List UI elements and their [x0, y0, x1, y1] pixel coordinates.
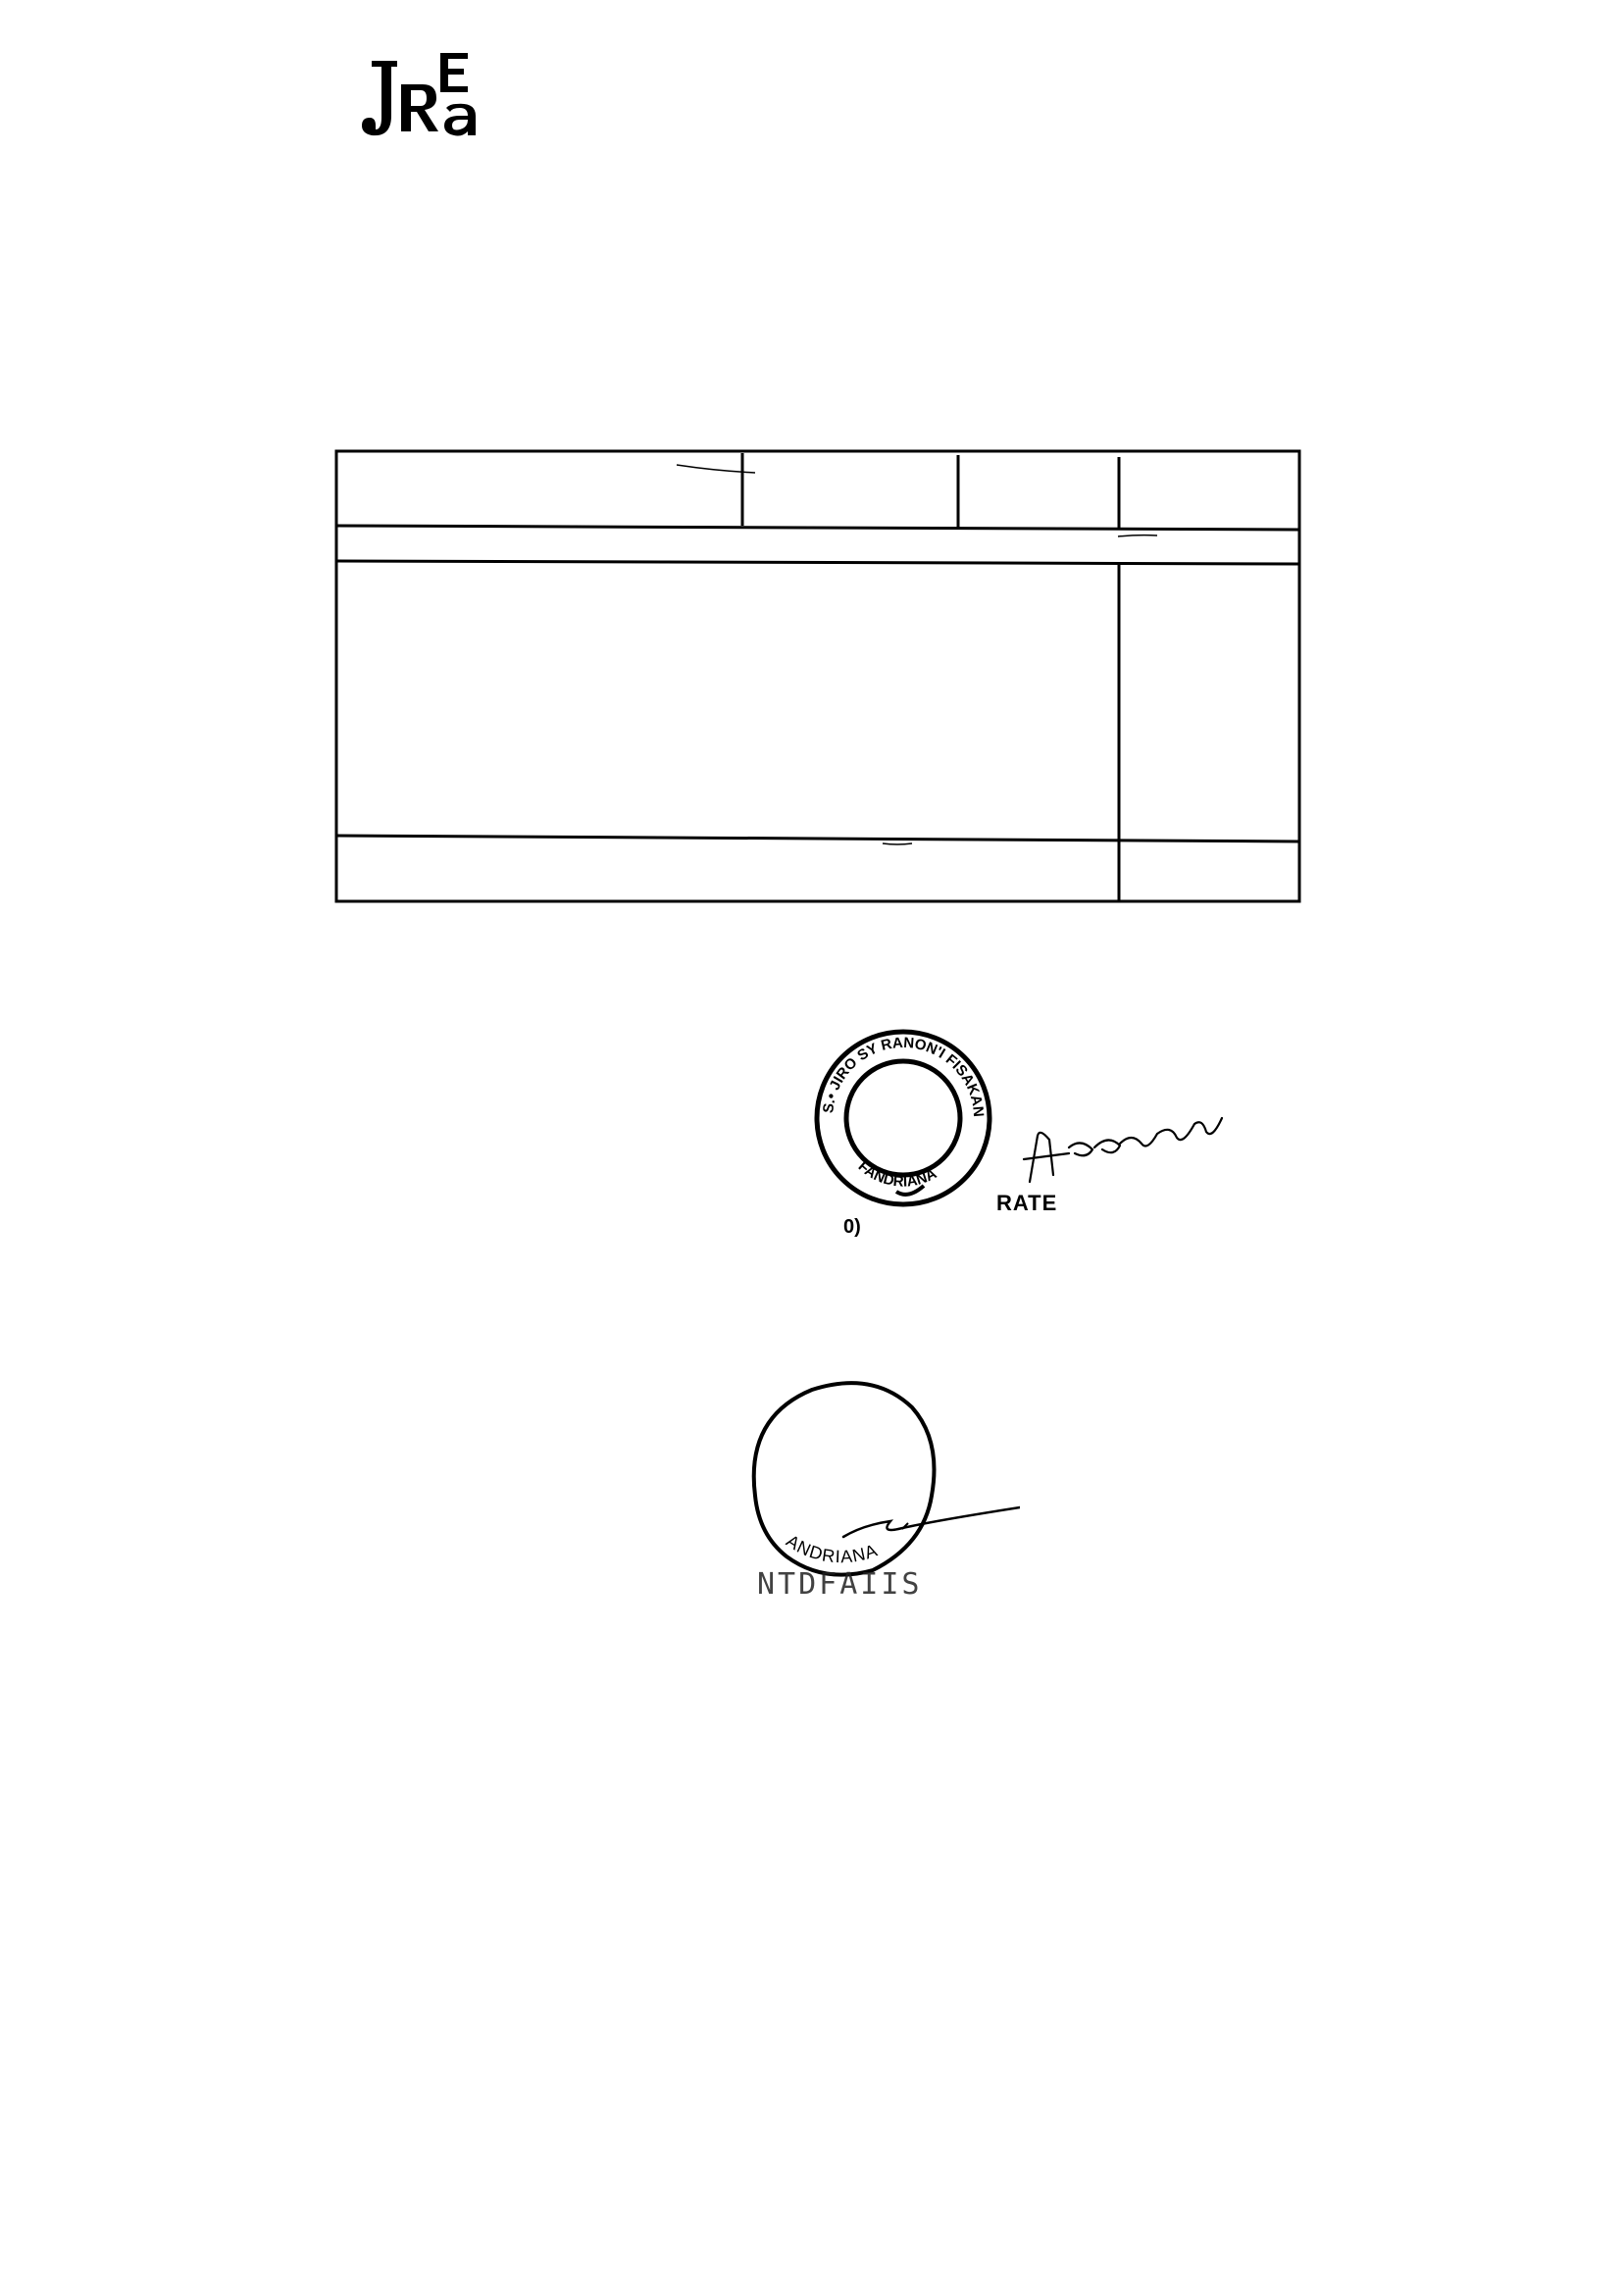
stamp1-ring-bottom: FANDRIANA [855, 1158, 939, 1191]
office-stamp-fandriana: S.• JIRO SY RANON'I FISAKANA FANDRIANA [810, 1025, 992, 1207]
stamp2-label: NTDFAIIS [757, 1567, 923, 1602]
table-footer-top [335, 834, 1300, 843]
office-stamp-andriana: ANDRIANA [751, 1381, 1020, 1577]
stamp1-label: RATE [996, 1191, 1058, 1215]
signature-1 [1022, 1116, 1224, 1184]
table-header-bottom [335, 524, 1300, 532]
jirama-logo [362, 53, 476, 136]
empty-table-frame [334, 449, 1301, 903]
svg-text:FANDRIANA: FANDRIANA [855, 1158, 939, 1191]
stamp1-small-label: 0) [843, 1216, 861, 1238]
table-subheader-bottom [335, 559, 1300, 566]
table-outer-border [334, 449, 1301, 903]
